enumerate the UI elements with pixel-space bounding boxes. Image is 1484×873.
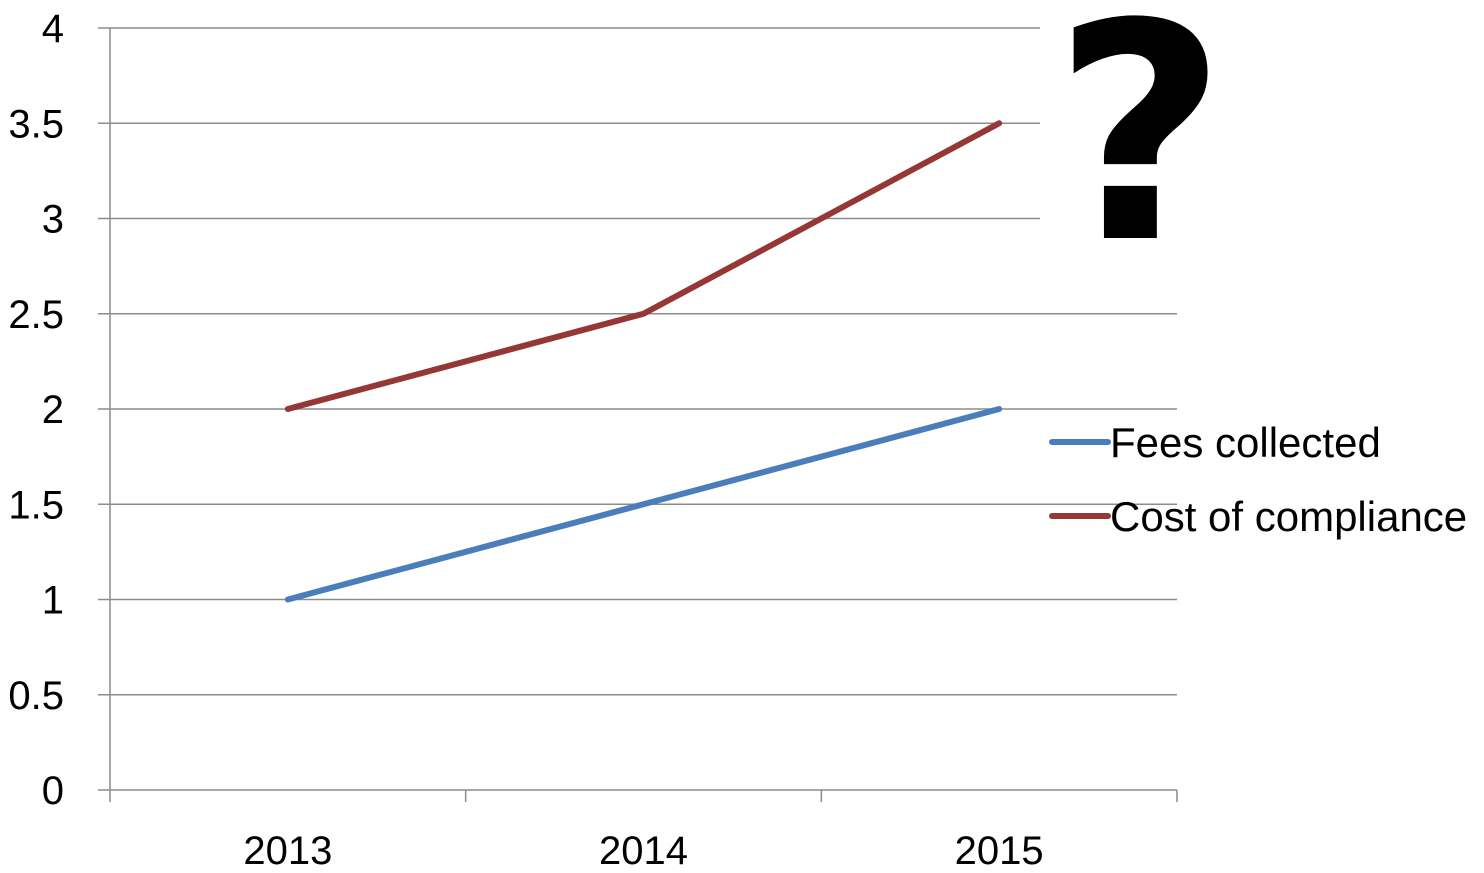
y-tick-label: 1 — [42, 579, 64, 623]
y-tick-label: 3 — [42, 198, 64, 242]
x-tick-label: 2014 — [599, 829, 688, 873]
axes — [98, 28, 1178, 802]
y-tick-label: 2 — [42, 388, 64, 432]
gridlines — [98, 27, 1177, 696]
y-tick-label: 0.5 — [8, 674, 64, 718]
x-tick-labels: 2013 2014 2015 — [243, 829, 1043, 873]
series-line — [284, 120, 1003, 412]
series-line — [284, 406, 1003, 603]
y-tick-label: 3.5 — [8, 102, 64, 146]
question-mark-icon: ? — [1053, 0, 1227, 309]
legend-label: Cost of compliance — [1110, 493, 1467, 540]
legend: Fees collected Cost of compliance — [1049, 419, 1467, 540]
y-tick-label: 0 — [42, 769, 64, 813]
y-tick-label: 1.5 — [8, 483, 64, 527]
x-tick-label: 2015 — [955, 829, 1044, 873]
series-lines — [284, 120, 1003, 603]
legend-label: Fees collected — [1110, 419, 1381, 466]
y-tick-label: 2.5 — [8, 293, 64, 337]
x-tick-label: 2013 — [243, 829, 332, 873]
y-tick-label: 4 — [42, 7, 64, 51]
y-tick-labels: 0 0.5 1 1.5 2 2.5 3 3.5 4 — [8, 7, 64, 813]
